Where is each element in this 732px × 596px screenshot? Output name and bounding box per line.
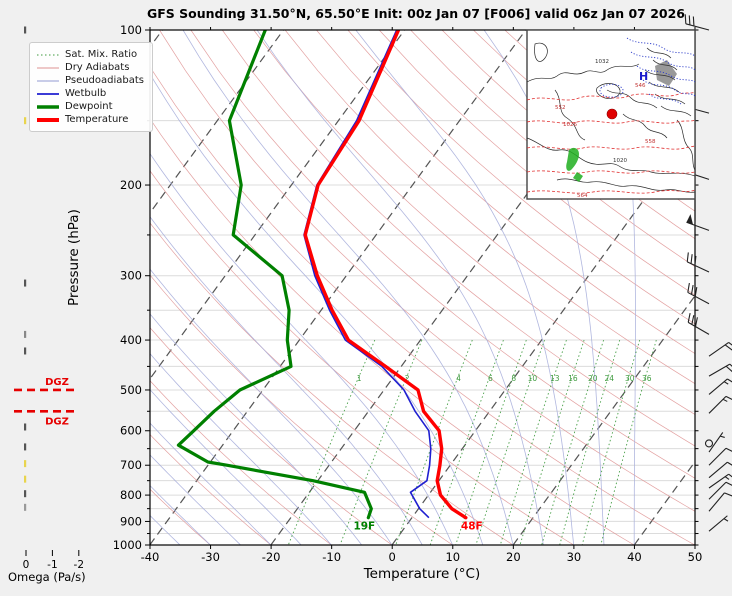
svg-text:1032: 1032 <box>595 59 609 65</box>
dewpoint-line <box>176 30 373 520</box>
svg-text:-40: -40 <box>141 550 160 564</box>
legend-label-dewpoint: Dewpoint <box>65 101 113 112</box>
svg-text:0: 0 <box>23 559 30 571</box>
sounding-profiles <box>176 30 468 520</box>
svg-text:-1: -1 <box>47 559 57 571</box>
legend-sample-temperature <box>37 117 59 122</box>
svg-text:-10: -10 <box>322 550 341 564</box>
svg-text:100: 100 <box>120 23 142 37</box>
svg-text:0: 0 <box>389 550 396 564</box>
legend-item-sat_mix: Sat. Mix. Ratio <box>36 48 144 61</box>
svg-text:1: 1 <box>357 374 362 383</box>
legend-item-temperature: Temperature <box>36 113 144 126</box>
svg-text:-2: -2 <box>74 559 84 571</box>
svg-text:8: 8 <box>511 374 516 383</box>
svg-text:300: 300 <box>120 269 142 283</box>
inset-map: 1032 546 552 1026 558 1020 564 H <box>526 29 696 200</box>
legend: Sat. Mix. Ratio Dry Adiabats Pseudoadiabat… <box>29 42 154 132</box>
svg-text:30: 30 <box>625 374 635 383</box>
temperature-axis-label: Temperature (°C) <box>363 566 481 582</box>
station-dot <box>606 108 618 120</box>
legend-item-dry: Dry Adiabats <box>36 61 144 74</box>
svg-text:36: 36 <box>642 374 652 383</box>
svg-text:10: 10 <box>445 550 460 564</box>
svg-text:1020: 1020 <box>613 158 627 164</box>
surface-dewpoint-label: 19F <box>353 521 375 533</box>
svg-text:558: 558 <box>645 139 656 145</box>
svg-text:50: 50 <box>688 550 703 564</box>
pressure-axis-label: Pressure (hPa) <box>66 209 82 306</box>
legend-item-pseudo: Pseudoadiabats <box>36 74 144 87</box>
omega-panel: 0 -1 -2 <box>23 26 84 571</box>
svg-text:552: 552 <box>555 105 566 111</box>
svg-text:1026: 1026 <box>563 122 577 128</box>
high-pressure-marker: H <box>639 70 648 83</box>
svg-text:24: 24 <box>604 374 614 383</box>
svg-text:20: 20 <box>506 550 521 564</box>
chart-title: GFS Sounding 31.50°N, 65.50°E Init: 00z … <box>146 6 686 21</box>
svg-text:-30: -30 <box>201 550 220 564</box>
svg-text:700: 700 <box>120 458 142 472</box>
legend-label-pseudo: Pseudoadiabats <box>65 75 145 86</box>
legend-sample-sat_mix <box>37 54 59 55</box>
legend-label-dry: Dry Adiabats <box>65 62 130 73</box>
svg-text:DGZ: DGZ <box>45 416 69 427</box>
legend-label-temperature: Temperature <box>65 114 129 125</box>
svg-text:6: 6 <box>488 374 493 383</box>
legend-label-wetbulb: Wetbulb <box>65 88 107 99</box>
svg-text:2: 2 <box>405 374 410 383</box>
svg-text:800: 800 <box>120 488 142 502</box>
surface-temperature-label: 48F <box>461 521 483 533</box>
svg-text:900: 900 <box>120 514 142 528</box>
svg-text:600: 600 <box>120 424 142 438</box>
svg-text:564: 564 <box>577 193 588 199</box>
legend-sample-dry <box>37 67 59 68</box>
svg-text:400: 400 <box>120 333 142 347</box>
svg-text:13: 13 <box>550 374 560 383</box>
temperature-line <box>303 30 468 520</box>
svg-text:40: 40 <box>627 550 642 564</box>
legend-sample-pseudo <box>37 79 59 82</box>
legend-item-wetbulb: Wetbulb <box>36 87 144 100</box>
dgz-markers: DGZ DGZ <box>14 377 78 427</box>
legend-sample-dewpoint <box>37 104 59 109</box>
plot-background: 1 2 4 6 8 10 13 16 20 24 30 36 <box>150 30 695 545</box>
svg-text:500: 500 <box>120 383 142 397</box>
svg-text:1000: 1000 <box>113 538 142 552</box>
svg-text:4: 4 <box>456 374 461 383</box>
legend-label-sat_mix: Sat. Mix. Ratio <box>65 49 138 60</box>
legend-sample-wetbulb <box>37 92 59 95</box>
svg-text:DGZ: DGZ <box>45 377 69 388</box>
svg-text:30: 30 <box>567 550 582 564</box>
svg-text:16: 16 <box>568 374 578 383</box>
omega-axis-label: Omega (Pa/s) <box>8 570 86 584</box>
legend-item-dewpoint: Dewpoint <box>36 100 144 113</box>
svg-text:20: 20 <box>588 374 598 383</box>
svg-text:546: 546 <box>635 83 646 89</box>
svg-text:-20: -20 <box>262 550 281 564</box>
svg-text:10: 10 <box>528 374 538 383</box>
svg-text:200: 200 <box>120 178 142 192</box>
